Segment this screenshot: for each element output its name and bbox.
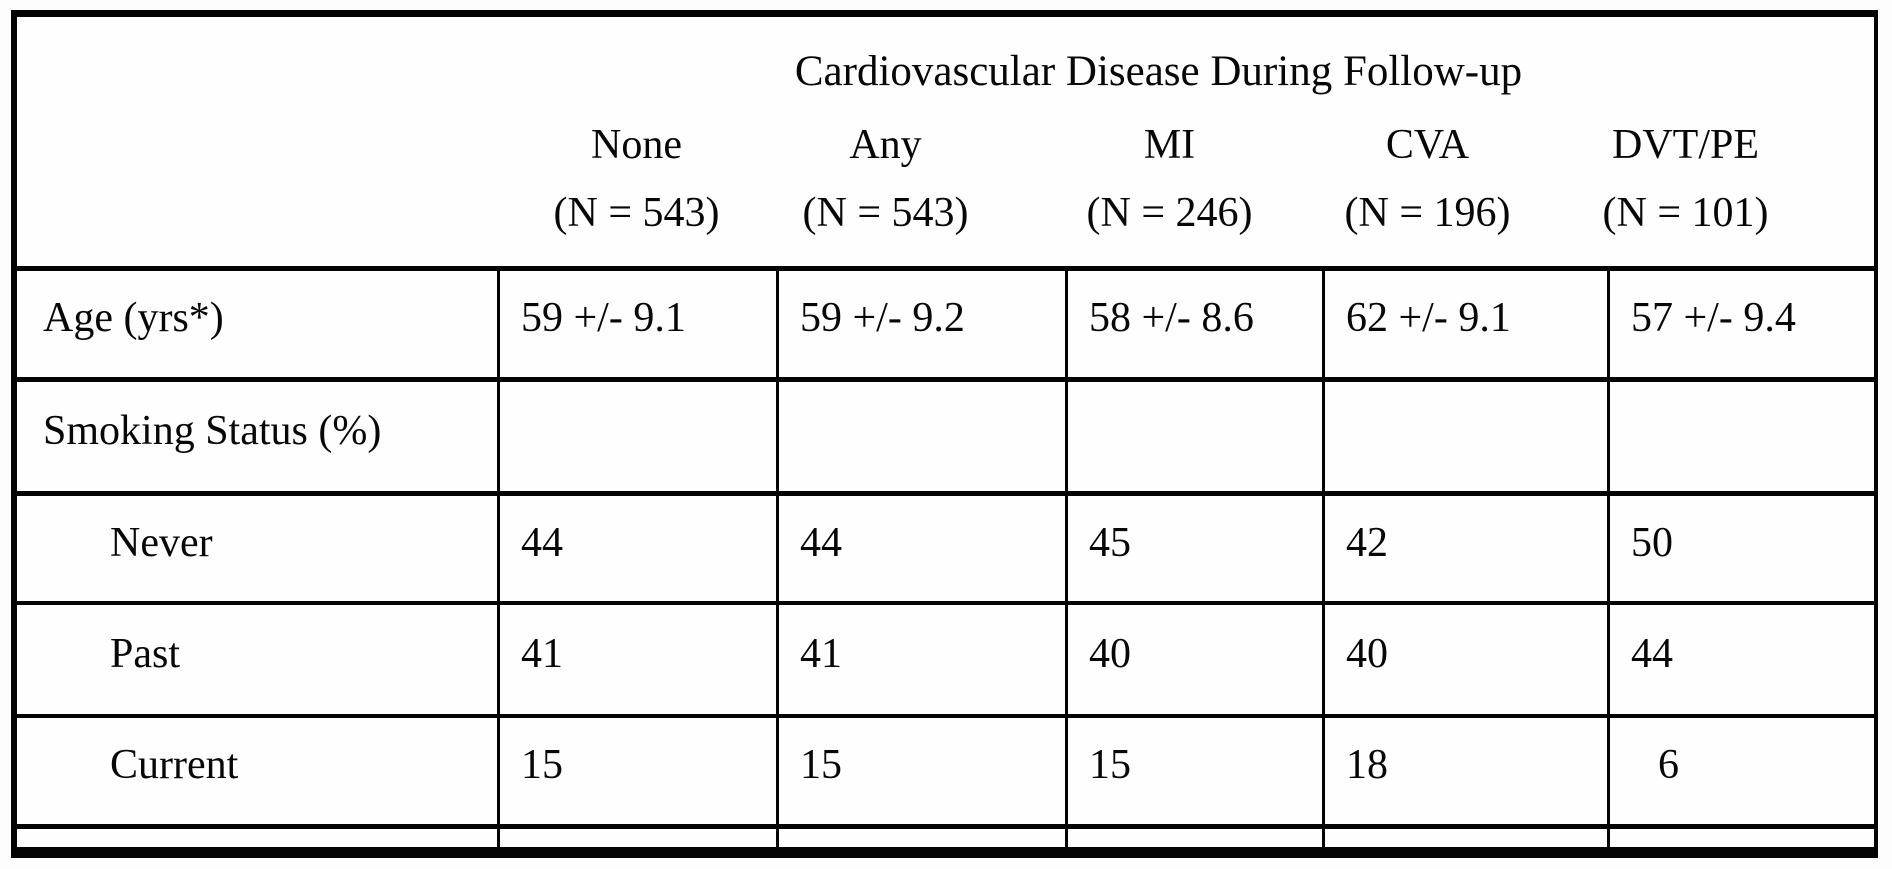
value-cell	[497, 829, 776, 847]
cell-text: 41	[521, 630, 563, 677]
cardiovascular-followup-table: Cardiovascular Disease During Follow-up …	[11, 10, 1878, 858]
cell-text: 44	[521, 519, 563, 566]
column-header-cell: DVT/PE	[1607, 111, 1874, 179]
column-name: None	[591, 122, 682, 168]
table-body: Age (yrs*) 59 +/- 9.1 59 +/- 9.2 58 +/- 8.6…	[17, 266, 1874, 851]
column-header-cell: MI	[1065, 111, 1322, 179]
column-header-cell: Any	[776, 111, 1065, 179]
value-cell: 58 +/- 8.6	[1065, 271, 1322, 377]
value-cell	[776, 829, 1065, 847]
cell-text: 15	[521, 742, 563, 788]
value-cell: 40	[1065, 605, 1322, 714]
table-group-title: Cardiovascular Disease During Follow-up	[794, 47, 1523, 95]
table-row: Never 44 44 45 42 50	[17, 491, 1874, 601]
cell-text: 6	[1658, 742, 1679, 788]
column-count-cell: (N = 246)	[1065, 179, 1322, 247]
value-cell	[497, 382, 776, 491]
value-cell: 57 +/- 9.4	[1607, 271, 1874, 377]
column-count-cell: (N = 101)	[1603, 179, 1874, 247]
row-label-cell: Age (yrs*)	[17, 271, 497, 377]
cell-text: 58 +/- 8.6	[1089, 295, 1254, 341]
column-n-count: (N = 101)	[1602, 190, 1769, 236]
cell-text: 50	[1631, 519, 1673, 566]
value-cell: 15	[497, 718, 776, 824]
value-cell: 15	[776, 718, 1065, 824]
column-n-count: (N = 196)	[1344, 190, 1511, 236]
row-label-cell: Past	[17, 605, 497, 714]
column-header-cell: None	[497, 111, 776, 179]
column-name: MI	[1143, 122, 1196, 168]
cell-text: 15	[800, 742, 842, 788]
column-names-row: None Any MI CVA DVT/PE	[17, 111, 1874, 179]
cell-text: 42	[1346, 519, 1388, 566]
value-cell: 44	[497, 496, 776, 601]
table-row: Current 15 15 15 18 6	[17, 714, 1874, 824]
column-n-count: (N = 543)	[802, 190, 969, 236]
header-spacer-cell	[17, 111, 497, 179]
row-label-cell: Smoking Status (%)	[17, 382, 497, 491]
value-cell: 15	[1065, 718, 1322, 824]
cell-text: 57 +/- 9.4	[1631, 295, 1796, 341]
cell-text: 44	[1631, 630, 1673, 677]
column-n-count: (N = 246)	[1086, 190, 1253, 236]
cell-text: 44	[800, 519, 842, 566]
header-title-row: Cardiovascular Disease During Follow-up	[17, 31, 1874, 111]
value-cell: 18	[1322, 718, 1607, 824]
header-spacer-cell	[17, 179, 497, 247]
value-cell: 50	[1607, 496, 1874, 601]
value-cell: 59 +/- 9.2	[776, 271, 1065, 377]
row-label: Age (yrs*)	[43, 295, 224, 341]
value-cell: 42	[1322, 496, 1607, 601]
value-cell: 41	[776, 605, 1065, 714]
column-count-cell: (N = 543)	[497, 179, 776, 247]
cell-text: 41	[800, 630, 842, 677]
row-label: Smoking Status (%)	[43, 407, 382, 454]
column-header-cell: CVA	[1322, 111, 1607, 179]
cell-text: 40	[1089, 630, 1131, 677]
value-cell: 45	[1065, 496, 1322, 601]
table-row	[17, 824, 1874, 851]
value-cell	[1607, 382, 1874, 491]
table-row: Past 41 41 40 40 44	[17, 601, 1874, 714]
value-cell: 40	[1322, 605, 1607, 714]
value-cell	[1065, 382, 1322, 491]
cell-text: 15	[1089, 742, 1131, 788]
value-cell: 44	[1607, 605, 1874, 714]
row-label: Current	[110, 742, 239, 788]
table-row: Age (yrs*) 59 +/- 9.1 59 +/- 9.2 58 +/- 8.6…	[17, 266, 1874, 377]
value-cell	[776, 382, 1065, 491]
row-label-cell: Current	[17, 718, 497, 824]
value-cell	[1322, 382, 1607, 491]
value-cell: 62 +/- 9.1	[1322, 271, 1607, 377]
row-label-cell	[17, 829, 497, 847]
cell-text: 45	[1089, 519, 1131, 566]
column-n-count: (N = 543)	[553, 190, 720, 236]
value-cell: 44	[776, 496, 1065, 601]
value-cell	[1322, 829, 1607, 847]
cell-text: 59 +/- 9.1	[521, 295, 686, 341]
column-name: CVA	[1385, 122, 1470, 168]
row-label: Never	[110, 519, 213, 566]
cell-text: 62 +/- 9.1	[1346, 295, 1511, 341]
value-cell	[1607, 829, 1874, 847]
column-count-cell: (N = 543)	[776, 179, 1065, 247]
cell-text: 18	[1346, 742, 1388, 788]
value-cell: 41	[497, 605, 776, 714]
cell-text: 40	[1346, 630, 1388, 677]
column-name: DVT/PE	[1612, 122, 1759, 168]
table-header: Cardiovascular Disease During Follow-up …	[17, 17, 1874, 266]
column-name: Any	[849, 122, 922, 168]
value-cell	[1065, 829, 1322, 847]
row-label-cell: Never	[17, 496, 497, 601]
column-counts-row: (N = 543) (N = 543) (N = 246) (N = 196) (N =…	[17, 179, 1874, 247]
row-label: Past	[110, 630, 181, 677]
value-cell: 59 +/- 9.1	[497, 271, 776, 377]
table-row: Smoking Status (%)	[17, 377, 1874, 491]
value-cell: 6	[1607, 718, 1874, 824]
cell-text: 59 +/- 9.2	[800, 295, 965, 341]
column-count-cell: (N = 196)	[1322, 179, 1607, 247]
